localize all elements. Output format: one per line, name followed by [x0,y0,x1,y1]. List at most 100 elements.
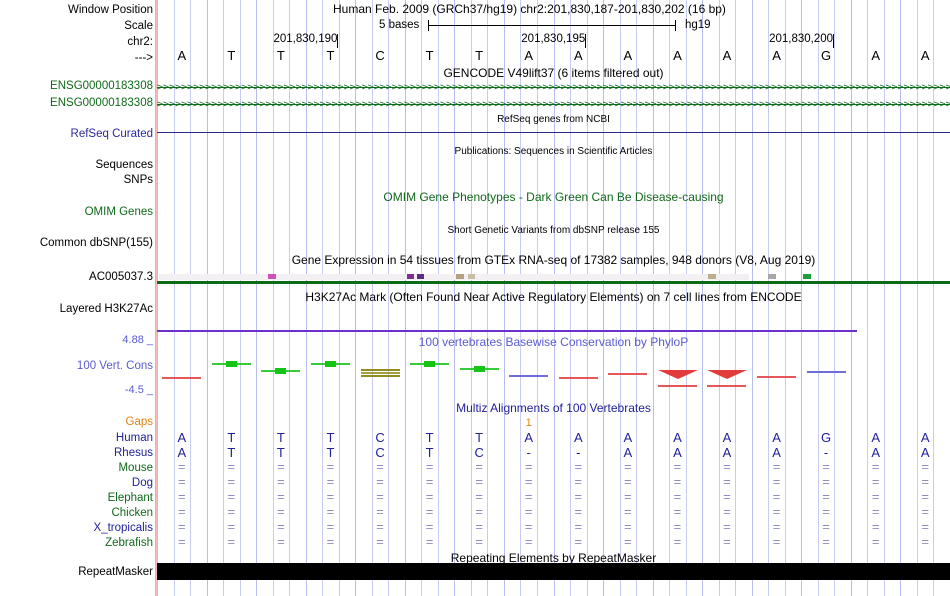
alignment-row-x_tropicalis[interactable]: = = = = = = = = = = = = = = = = [157,520,950,535]
alignment-match-mark: = [921,459,930,474]
track-label-gencode-1[interactable]: ENSG00000183308 [50,80,153,92]
grid-line [587,0,588,596]
grid-line [603,0,604,596]
track-label-phylop[interactable]: 100 Vert. Cons [76,360,153,372]
gap-count-marker[interactable]: 1 [525,417,532,429]
alignment-match-mark: = [723,489,731,504]
alignment-base: T [276,445,285,460]
track-label-snps[interactable]: SNPs [123,174,153,186]
phylop-conservation-plot[interactable] [157,356,950,390]
alignment-match-mark: = [574,459,583,474]
alignment-base: T [326,445,335,460]
reference-base: A [623,48,633,63]
grid-line [735,0,736,596]
grid-line [653,0,654,596]
track-label-sequences[interactable]: Sequences [95,159,153,171]
alignment-match-mark: = [277,489,285,504]
gencode-transcript-row-1[interactable]: >>>>>>>>>>>>>>>>>>>>>>>>>>>>>>>>>>>>>>>>… [157,82,950,93]
phylop-mixed-bar [361,369,400,377]
alignment-row-chicken[interactable]: = = = = = = = = = = = = = = = = [157,505,950,520]
alignment-match-mark: = [177,504,186,519]
alignment-base: A [722,445,732,460]
gtex-tissue-mark[interactable] [767,274,776,279]
track-label-gencode-2[interactable]: ENSG00000183308 [50,97,153,109]
grid-line [686,0,687,596]
alignment-base: G [821,430,832,445]
alignment-base: A [623,430,633,445]
alignment-match-mark: = [871,489,880,504]
reference-base: A [673,48,682,63]
alignment-match-mark: = [227,459,236,474]
alignment-match-mark: = [772,474,781,489]
alignment-match-mark: = [772,534,781,549]
species-label-chicken[interactable]: Chicken [111,507,153,519]
grid-line [851,0,852,596]
species-label-elephant[interactable]: Elephant [107,492,153,504]
alignment-match-mark: = [871,504,880,519]
species-label-dog[interactable]: Dog [131,477,153,489]
track-label-dbsnp[interactable]: Common dbSNP(155) [39,237,153,249]
alignment-match-mark: = [227,489,236,504]
species-label-mouse[interactable]: Mouse [118,462,153,474]
gtex-gene-model-bar[interactable] [157,281,950,284]
track-title-multiz[interactable]: Multiz Alignments of 100 Vertebrates [456,401,651,415]
alignment-base: - [823,445,829,460]
repeatmasker-bar[interactable] [157,563,950,580]
alignment-match-mark: = [475,474,483,489]
alignment-match-mark: = [871,459,880,474]
gtex-tissue-mark[interactable] [803,274,812,279]
track-title-publications[interactable]: Publications: Sequences in Scientific Ar… [454,146,653,157]
grid-line [306,0,307,596]
species-label-human[interactable]: Human [115,432,153,444]
species-label-rhesus[interactable]: Rhesus [114,447,153,459]
alignment-match-mark: = [227,474,236,489]
species-label-x_tropicalis[interactable]: X_tropicalis [93,522,153,534]
grid-line [768,0,769,596]
gtex-tissue-mark[interactable] [416,274,424,279]
gtex-tissue-mark[interactable] [708,274,717,279]
track-title-dbsnp[interactable]: Short Genetic Variants from dbSNP releas… [447,225,660,236]
alignment-base: A [177,430,187,445]
ruler-tick: 201,830,195 [521,33,587,48]
track-title-refseq[interactable]: RefSeq genes from NCBI [497,114,610,125]
gtex-tissue-mark[interactable] [468,274,476,279]
grid-line [372,0,373,596]
alignment-row-elephant[interactable]: = = = = = = = = = = = = = = = = [157,490,950,505]
reference-base: T [276,48,285,63]
species-label-zebrafish[interactable]: Zebrafish [105,537,153,549]
track-title-gtex[interactable]: Gene Expression in 54 tissues from GTEx … [291,253,816,267]
gtex-tissue-mark[interactable] [268,274,277,279]
track-label-h3k27ac[interactable]: Layered H3K27Ac [59,303,153,315]
alignment-match-mark: = [921,504,930,519]
track-label-gaps[interactable]: Gaps [125,416,154,428]
phylop-bar [757,375,796,378]
gtex-tissue-mark[interactable] [406,274,414,279]
alignment-base: A [772,430,781,445]
alignment-match-mark: = [574,474,583,489]
track-title-gencode[interactable]: GENCODE V49lift37 (6 items filtered out) [443,66,664,80]
alignment-match-mark: = [772,459,781,474]
assembly-position-title: Human Feb. 2009 (GRCh37/hg19) chr2:201,8… [333,2,726,16]
alignment-row-dog[interactable]: = = = = = = = = = = = = = = = = [157,475,950,490]
grid-line [174,0,175,596]
track-label-omim[interactable]: OMIM Genes [84,206,153,218]
alignment-base: A [722,430,732,445]
track-title-repeatmasker[interactable]: Repeating Elements by RepeatMasker [450,551,657,565]
track-title-phylop[interactable]: 100 vertebrates Basewise Conservation by… [418,335,689,349]
track-title-h3k27ac[interactable]: H3K27Ac Mark (Often Found Near Active Re… [305,290,802,304]
gtex-tissue-mark[interactable] [456,274,465,279]
grid-line [322,0,323,596]
track-title-omim[interactable]: OMIM Gene Phenotypes - Dark Green Can Be… [383,190,724,204]
alignment-match-mark: = [524,504,533,519]
phylop-peak [424,360,435,367]
grid-line [487,0,488,596]
track-label-gtex-gene[interactable]: AC005037.3 [89,271,153,283]
gencode-transcript-row-2[interactable]: >>>>>>>>>>>>>>>>>>>>>>>>>>>>>>>>>>>>>>>>… [157,99,950,110]
track-label-refseq[interactable]: RefSeq Curated [70,128,153,140]
track-label-repeatmasker[interactable]: RepeatMasker [78,566,153,578]
alignment-base: A [177,445,187,460]
alignment-row-mouse[interactable]: = = = = = = = = = = = = = = = = [157,460,950,475]
alignment-row-zebrafish[interactable]: = = = = = = = = = = = = = = = = [157,535,950,550]
